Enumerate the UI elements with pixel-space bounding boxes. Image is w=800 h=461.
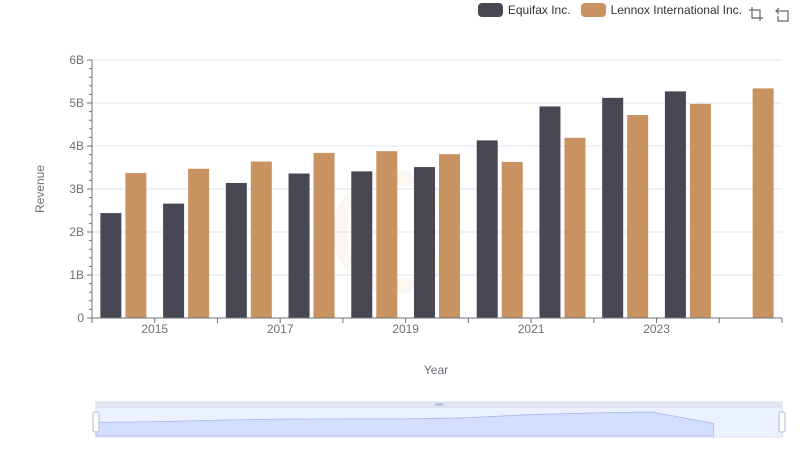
bar-lennox xyxy=(752,88,774,318)
bars xyxy=(100,88,774,318)
bar-lennox xyxy=(627,115,649,318)
x-tick-label: 2015 xyxy=(141,322,168,336)
x-axis-title: Year xyxy=(424,363,448,377)
chart-toolbox xyxy=(748,6,790,22)
bar-equifax xyxy=(414,167,435,318)
bar-equifax xyxy=(664,91,686,318)
y-axis-title: Revenue xyxy=(33,165,47,213)
bar-lennox xyxy=(125,173,147,318)
bar-lennox xyxy=(376,151,398,318)
legend-item-equifax[interactable]: Equifax Inc. xyxy=(477,3,571,17)
bar-lennox xyxy=(501,161,523,318)
zoom-icon[interactable] xyxy=(748,6,764,22)
axes: 0 1B 2B 3B 4B 5B 6B 2015 2017 2019 2021 2023 xyxy=(69,53,783,336)
x-tick-label: 2017 xyxy=(267,322,294,336)
legend-item-lennox[interactable]: Lennox International Inc. xyxy=(580,3,742,17)
y-tick-label: 3B xyxy=(69,182,84,196)
zoom-handle-left[interactable] xyxy=(92,411,100,433)
bar-equifax xyxy=(539,106,561,318)
bar-lennox xyxy=(313,152,335,318)
y-tick-label: 4B xyxy=(69,139,84,153)
bar-equifax xyxy=(602,97,624,318)
zoom-handle-right[interactable] xyxy=(778,411,786,433)
legend-swatch-lennox xyxy=(580,3,606,17)
y-tick-label: 1B xyxy=(69,268,84,282)
bar-lennox xyxy=(689,103,711,318)
bar-lennox xyxy=(188,168,210,318)
chart-legend: Equifax Inc. Lennox International Inc. xyxy=(477,3,742,17)
zoom-move-handle[interactable] xyxy=(435,403,443,406)
y-tick-label: 6B xyxy=(69,53,84,67)
bar-equifax xyxy=(100,213,122,318)
x-tick-label: 2019 xyxy=(392,322,419,336)
y-tick-label: 5B xyxy=(69,96,84,110)
restore-icon[interactable] xyxy=(774,6,790,22)
bar-lennox xyxy=(564,137,586,318)
x-tick-label: 2023 xyxy=(643,322,670,336)
bar-equifax xyxy=(163,203,185,318)
x-tick-label: 2021 xyxy=(518,322,545,336)
bar-equifax xyxy=(476,140,498,318)
bar-equifax xyxy=(288,173,310,318)
bar-equifax xyxy=(351,171,373,318)
y-tick-label: 0 xyxy=(77,311,84,325)
legend-swatch-equifax xyxy=(477,3,503,17)
bar-equifax xyxy=(225,182,247,318)
legend-label-equifax: Equifax Inc. xyxy=(507,3,571,17)
y-tick-label: 2B xyxy=(69,225,84,239)
legend-label-lennox: Lennox International Inc. xyxy=(610,3,742,17)
bar-lennox xyxy=(250,161,272,318)
data-zoom-slider[interactable] xyxy=(92,401,786,438)
bar-lennox xyxy=(439,154,460,318)
zoom-preview-area xyxy=(95,411,714,437)
